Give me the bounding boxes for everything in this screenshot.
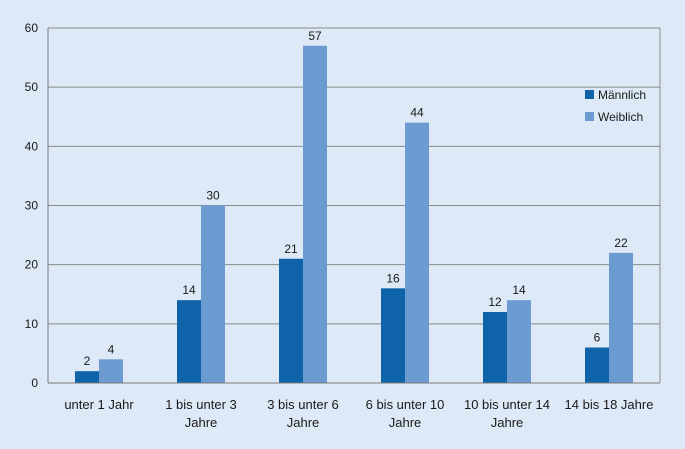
x-tick-label: 1 bis unter 3 Jahre — [165, 397, 237, 430]
x-tick-label: 14 bis 18 Jahre — [565, 397, 654, 412]
bar-männlich — [75, 371, 99, 383]
bars — [75, 45, 633, 384]
data-label: 14 — [512, 283, 526, 297]
bar-männlich — [483, 312, 507, 383]
y-tick-label: 30 — [25, 199, 39, 213]
data-label: 12 — [488, 295, 502, 309]
x-tick-label: 10 bis unter 14 Jahre — [464, 397, 550, 430]
bar-weiblich — [201, 205, 225, 383]
data-label: 57 — [308, 29, 322, 43]
data-label: 21 — [284, 242, 298, 256]
x-tick-label: 6 bis unter 10 Jahre — [366, 397, 445, 430]
bar-weiblich — [405, 122, 429, 384]
legend-swatch-weiblich — [585, 112, 594, 121]
data-labels: 2 4 14 30 21 57 16 44 12 14 6 22 — [84, 29, 628, 368]
legend-swatch-männlich — [585, 90, 594, 99]
data-label: 2 — [84, 354, 91, 368]
y-tick-label: 50 — [25, 80, 39, 94]
bar-männlich — [585, 347, 609, 383]
data-label: 22 — [614, 236, 628, 250]
data-label: 44 — [410, 106, 424, 120]
data-label: 16 — [386, 271, 400, 285]
bar-weiblich — [507, 300, 531, 383]
x-axis: unter 1 Jahr 1 bis unter 3 Jahre 3 bis unte… — [48, 382, 660, 430]
data-label: 4 — [108, 342, 115, 356]
y-axis: 0 10 20 30 40 50 60 — [25, 21, 49, 390]
bar-männlich — [279, 258, 303, 383]
bar-weiblich — [303, 45, 327, 383]
data-label: 30 — [206, 189, 220, 203]
bar-weiblich — [609, 252, 633, 383]
bar-weiblich — [99, 359, 123, 383]
y-tick-label: 60 — [25, 21, 39, 35]
gridlines — [48, 27, 661, 383]
y-tick-label: 0 — [31, 376, 38, 390]
bar-männlich — [177, 300, 201, 383]
x-tick-label: unter 1 Jahr — [64, 397, 134, 412]
data-label: 6 — [594, 331, 601, 345]
y-tick-label: 40 — [25, 139, 39, 153]
data-label: 14 — [182, 283, 196, 297]
y-tick-label: 10 — [25, 317, 39, 331]
bar-männlich — [381, 288, 405, 383]
legend-label: Weiblich — [598, 110, 643, 124]
y-tick-label: 20 — [25, 258, 39, 272]
legend: Männlich Weiblich — [585, 88, 646, 124]
legend-label: Männlich — [598, 88, 646, 102]
x-tick-label: 3 bis unter 6 Jahre — [267, 397, 339, 430]
